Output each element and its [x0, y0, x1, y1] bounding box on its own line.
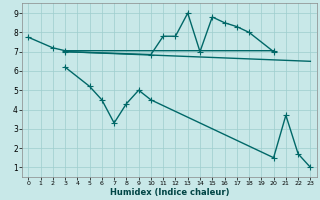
X-axis label: Humidex (Indice chaleur): Humidex (Indice chaleur) [109, 188, 229, 197]
